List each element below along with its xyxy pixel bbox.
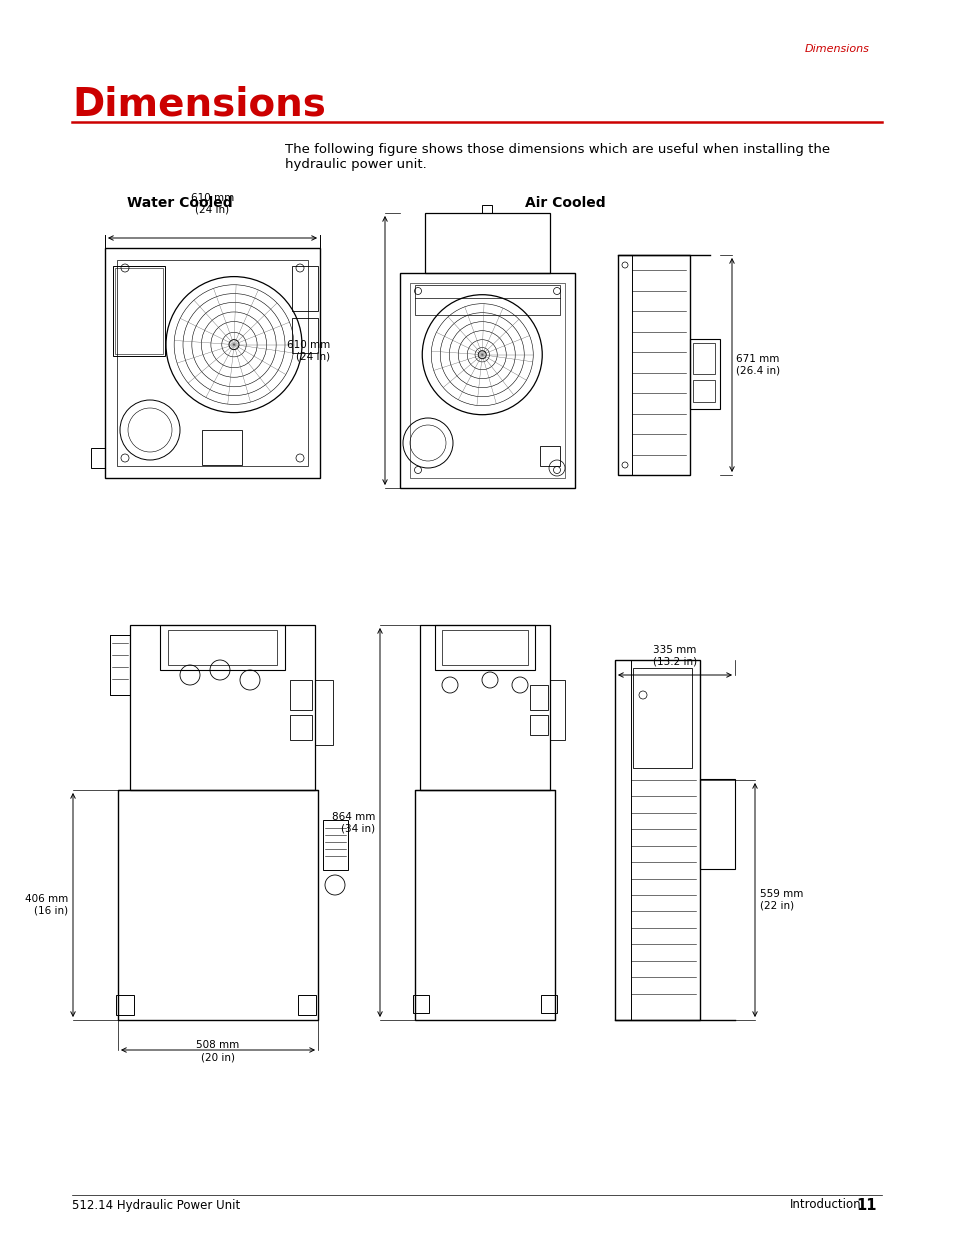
Bar	[399, 273, 575, 488]
Text: 559 mm
(22 in): 559 mm (22 in)	[760, 889, 802, 910]
Text: Introduction: Introduction	[789, 1198, 861, 1212]
Bar	[290, 715, 312, 740]
Bar	[435, 625, 535, 671]
Bar	[530, 685, 547, 710]
Text: Air Cooled: Air Cooled	[524, 196, 604, 210]
Bar	[160, 625, 285, 671]
Bar	[689, 338, 720, 409]
Bar	[618, 254, 689, 475]
Text: 610 mm
(24 in): 610 mm (24 in)	[287, 340, 330, 362]
Bar	[692, 343, 714, 374]
Bar	[91, 448, 105, 468]
Bar	[110, 635, 130, 695]
Bar	[615, 659, 700, 1020]
Text: Dimensions: Dimensions	[804, 44, 869, 54]
Bar	[110, 635, 130, 695]
Text: Water Cooled: Water Cooled	[127, 196, 233, 210]
Bar	[105, 248, 319, 478]
Bar	[540, 995, 557, 1013]
Bar	[441, 630, 527, 664]
Bar	[314, 680, 333, 745]
Bar	[415, 790, 555, 1020]
Bar	[530, 715, 547, 735]
Bar	[117, 261, 308, 466]
Text: 864 mm
(34 in): 864 mm (34 in)	[332, 811, 375, 834]
Bar	[297, 995, 315, 1015]
Bar	[130, 625, 314, 790]
Bar	[118, 790, 317, 1020]
Bar	[202, 430, 242, 466]
Bar	[168, 630, 276, 664]
Bar	[410, 283, 564, 478]
Bar	[290, 680, 312, 710]
Text: hydraulic power unit.: hydraulic power unit.	[285, 158, 426, 170]
Bar	[292, 317, 317, 353]
Bar	[424, 212, 550, 273]
Bar	[292, 266, 317, 311]
Bar	[419, 625, 550, 790]
Text: 406 mm
(16 in): 406 mm (16 in)	[25, 894, 68, 916]
Text: 508 mm
(20 in): 508 mm (20 in)	[196, 1040, 239, 1062]
Bar	[323, 820, 348, 869]
Bar	[539, 446, 559, 466]
Text: 335 mm
(13.2 in): 335 mm (13.2 in)	[652, 646, 697, 667]
Bar	[112, 266, 165, 356]
Bar	[413, 995, 429, 1013]
Text: Dimensions: Dimensions	[71, 85, 326, 124]
Bar	[692, 380, 714, 403]
Bar	[415, 285, 559, 315]
Bar	[115, 268, 163, 354]
Text: 512.14 Hydraulic Power Unit: 512.14 Hydraulic Power Unit	[71, 1198, 240, 1212]
Text: 610 mm
(24 in): 610 mm (24 in)	[191, 194, 233, 215]
Bar	[700, 779, 734, 868]
Bar	[116, 995, 133, 1015]
Bar	[481, 205, 492, 212]
Bar	[633, 668, 691, 768]
Bar	[550, 680, 564, 740]
Text: 11: 11	[856, 1198, 876, 1213]
Text: The following figure shows those dimensions which are useful when installing the: The following figure shows those dimensi…	[285, 143, 829, 156]
Text: 671 mm
(26.4 in): 671 mm (26.4 in)	[735, 354, 780, 375]
